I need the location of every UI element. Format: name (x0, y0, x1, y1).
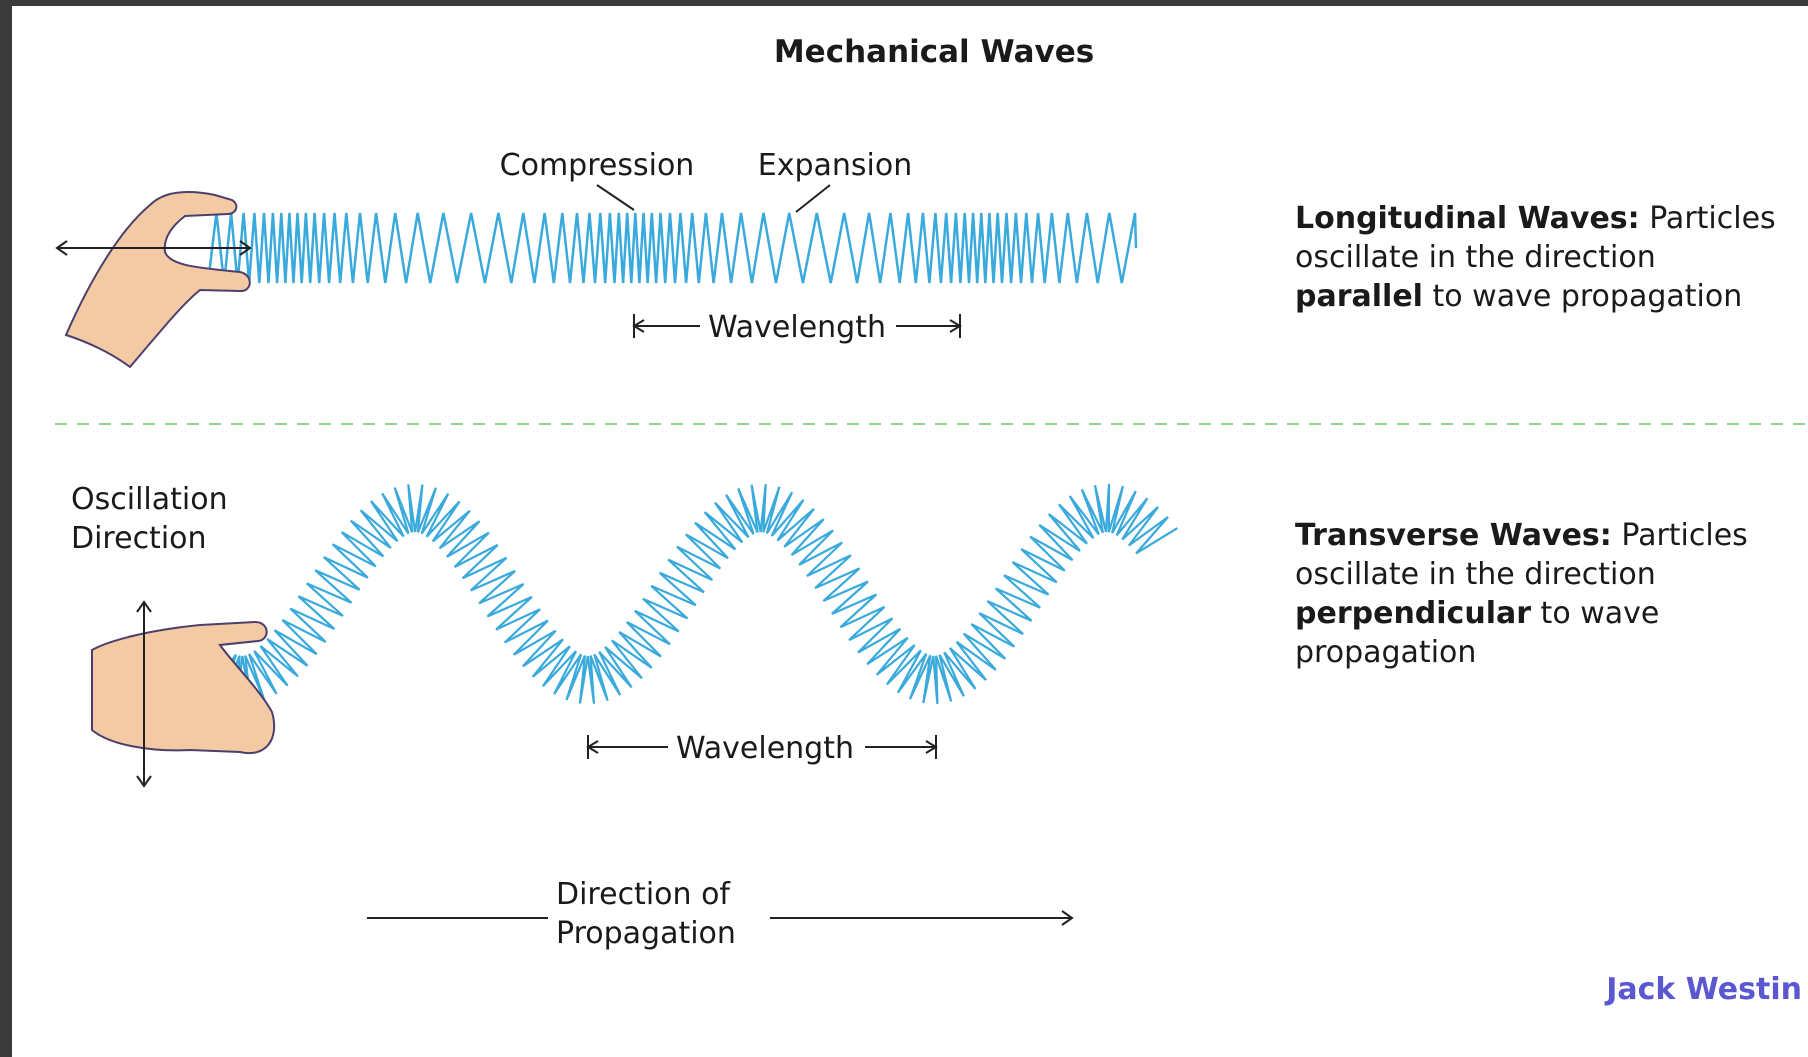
description-segment: to wave (1531, 596, 1659, 631)
compression-label: Compression (500, 148, 695, 183)
description-segment: Longitudinal Waves: (1295, 201, 1640, 236)
description-segment: perpendicular (1295, 596, 1531, 631)
propagation-label: Direction of (556, 877, 731, 912)
description-segment: Particles (1612, 518, 1748, 553)
brand: Jack Westin (1604, 972, 1802, 1007)
description-segment: oscillate in the direction (1295, 557, 1656, 592)
expansion-label: Expansion (758, 148, 912, 183)
wavelength-label: Wavelength (676, 731, 854, 766)
description-segment: oscillate in the direction (1295, 240, 1656, 275)
description-segment: Transverse Waves: (1295, 518, 1612, 553)
description-segment: to wave propagation (1423, 279, 1742, 314)
oscillation-label: Direction (71, 521, 207, 556)
title: Mechanical Waves (774, 34, 1094, 70)
description-segment: Particles (1640, 201, 1776, 236)
page: Mechanical Waves Compression Expansion W… (0, 0, 1808, 1057)
hand (92, 622, 274, 753)
oscillation-label: Oscillation (71, 482, 228, 517)
diagram: Mechanical Waves Compression Expansion W… (0, 0, 1808, 1057)
description-segment: propagation (1295, 635, 1476, 670)
wavelength-label: Wavelength (708, 310, 886, 345)
propagation-label: Propagation (556, 916, 736, 951)
description-segment: parallel (1295, 279, 1423, 314)
